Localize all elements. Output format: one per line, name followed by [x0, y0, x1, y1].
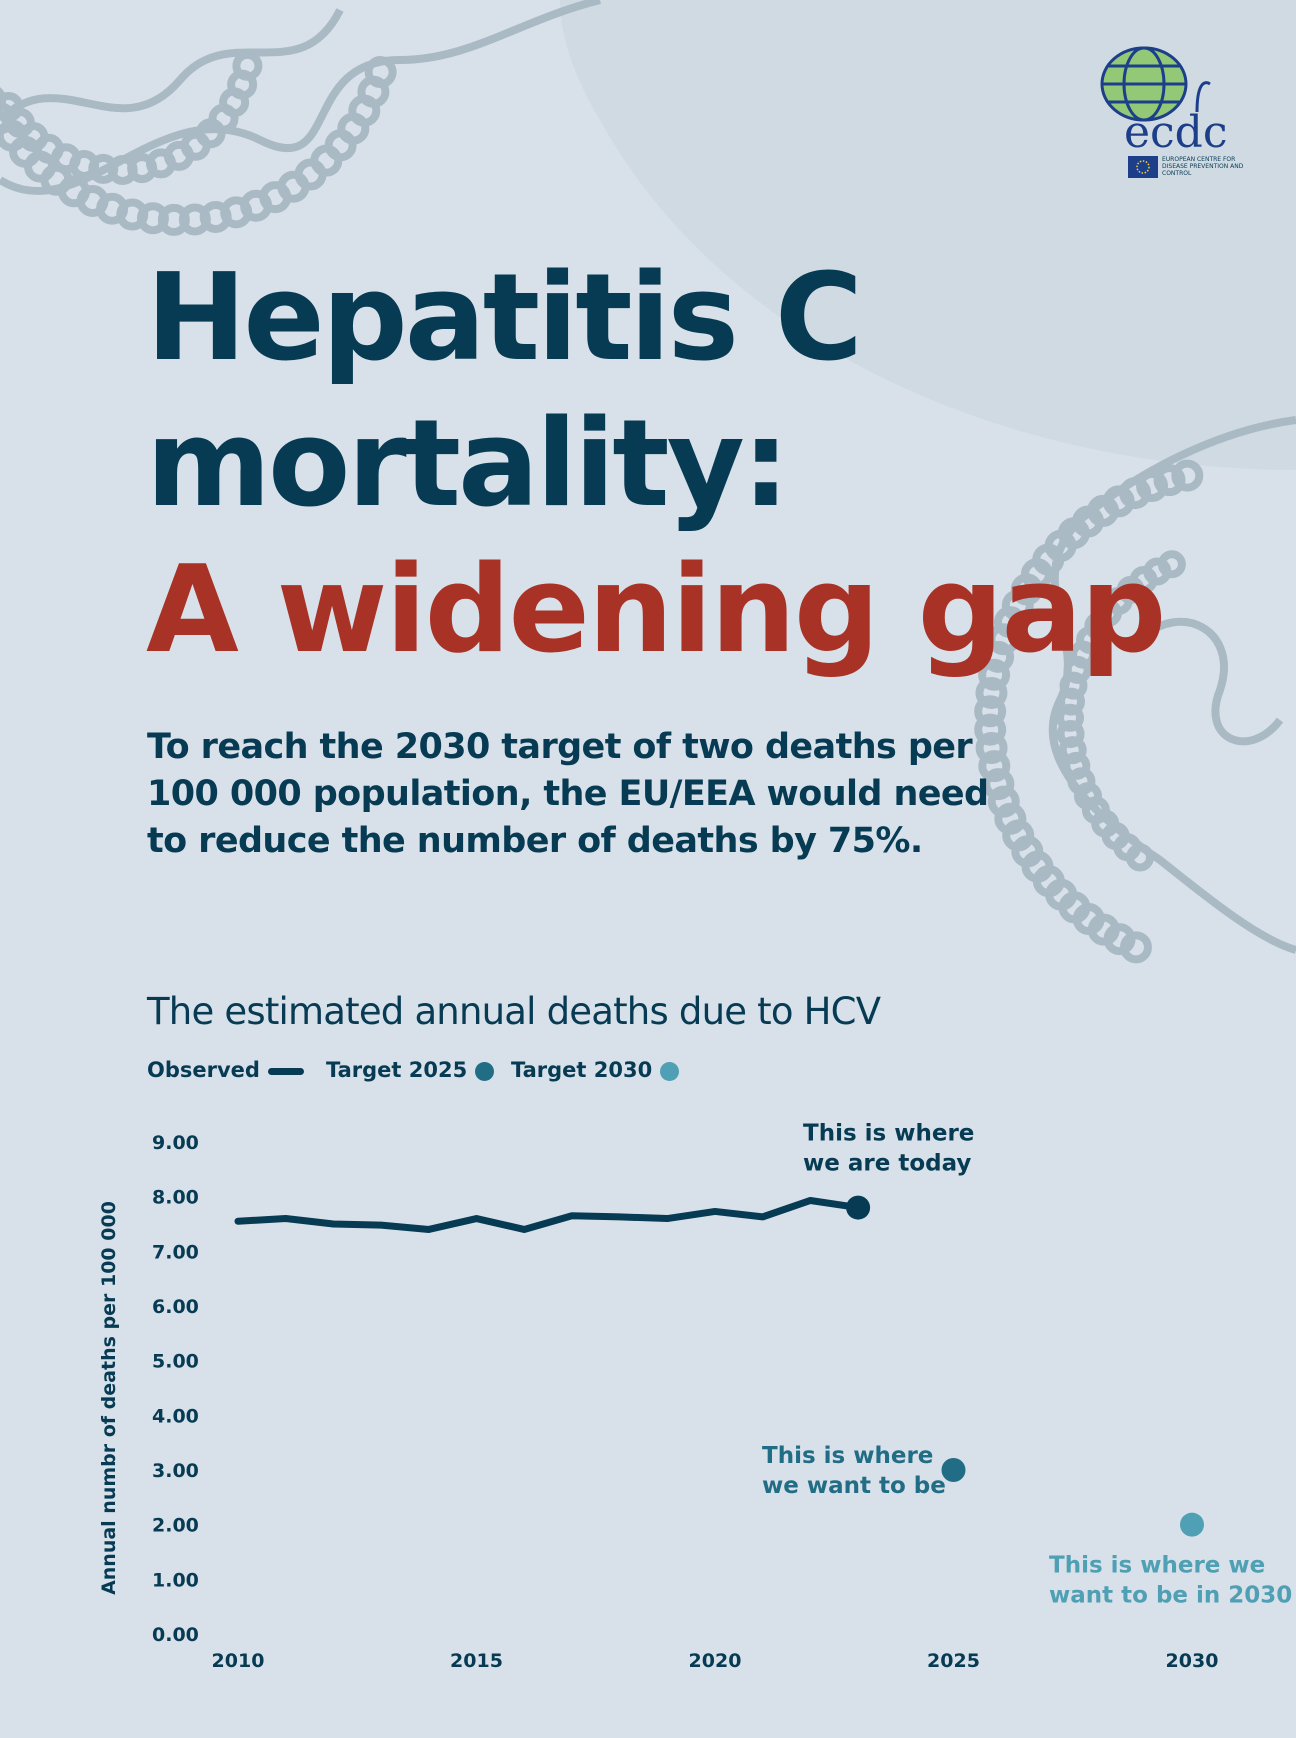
title-line-1: Hepatitis C — [146, 249, 863, 388]
legend-target-2030-label: Target 2030 — [511, 1058, 653, 1082]
y-tick-label: 4.00 — [152, 1405, 199, 1427]
y-tick-label: 9.00 — [152, 1132, 199, 1154]
legend-observed-line — [267, 1067, 304, 1075]
chart-title: The estimated annual deaths due to HCV — [147, 990, 881, 1033]
x-tick-label: 2010 — [212, 1650, 265, 1672]
y-tick-label: 2.00 — [152, 1515, 199, 1537]
legend-target-2025-dot — [475, 1061, 495, 1081]
observed-latest-point — [846, 1195, 871, 1220]
ecdc-logo: ecdc EUROPEAN CENTRE FOR DISEASE PREVENT… — [1092, 44, 1252, 184]
title-line-3: A widening gap — [146, 541, 1166, 680]
y-tick-label: 8.00 — [152, 1187, 199, 1209]
y-tick-label: 1.00 — [152, 1569, 199, 1591]
target-2030-point — [1180, 1512, 1204, 1537]
x-tick-label: 2030 — [1166, 1650, 1219, 1672]
svg-text:ecdc: ecdc — [1124, 107, 1228, 156]
legend-observed: Observed — [147, 1058, 304, 1082]
legend-target-2030-dot — [660, 1061, 680, 1081]
title-line-2: mortality: — [146, 395, 790, 534]
annotation-today: This is where we are today — [803, 1121, 974, 1177]
x-tick-label: 2025 — [927, 1650, 980, 1672]
x-tick-label: 2015 — [450, 1650, 503, 1672]
target-2025-point — [941, 1458, 966, 1482]
observed-series-line — [234, 1196, 862, 1233]
y-tick-label: 3.00 — [152, 1460, 199, 1482]
legend-observed-label: Observed — [147, 1058, 260, 1082]
legend-target-2030: Target 2030 — [511, 1058, 680, 1082]
y-tick-label: 7.00 — [152, 1241, 199, 1263]
annotation-target-2030: This is where we want to be in 2030 — [1049, 1553, 1292, 1609]
ecdc-org-name: EUROPEAN CENTRE FOR DISEASE PREVENTION A… — [1162, 156, 1244, 177]
legend-target-2025-label: Target 2025 — [326, 1058, 468, 1082]
annotation-target-2025: This is where we want to be — [762, 1443, 946, 1499]
x-tick-label: 2020 — [689, 1650, 742, 1672]
page-title: Hepatitis C mortality: A widening gap — [146, 246, 1246, 684]
y-tick-label: 5.00 — [152, 1351, 199, 1373]
subtitle: To reach the 2030 target of two deaths p… — [147, 727, 989, 861]
y-axis-label: Annual numbr of deaths per 100 000 — [98, 1201, 120, 1595]
y-tick-label: 0.00 — [152, 1624, 199, 1646]
legend-target-2025: Target 2025 — [326, 1058, 495, 1082]
y-tick-label: 6.00 — [152, 1296, 199, 1318]
chart: 0.00 1.00 2.00 3.00 4.00 5.00 6.00 7.00 8.00 9.00… — [98, 1121, 1292, 1672]
